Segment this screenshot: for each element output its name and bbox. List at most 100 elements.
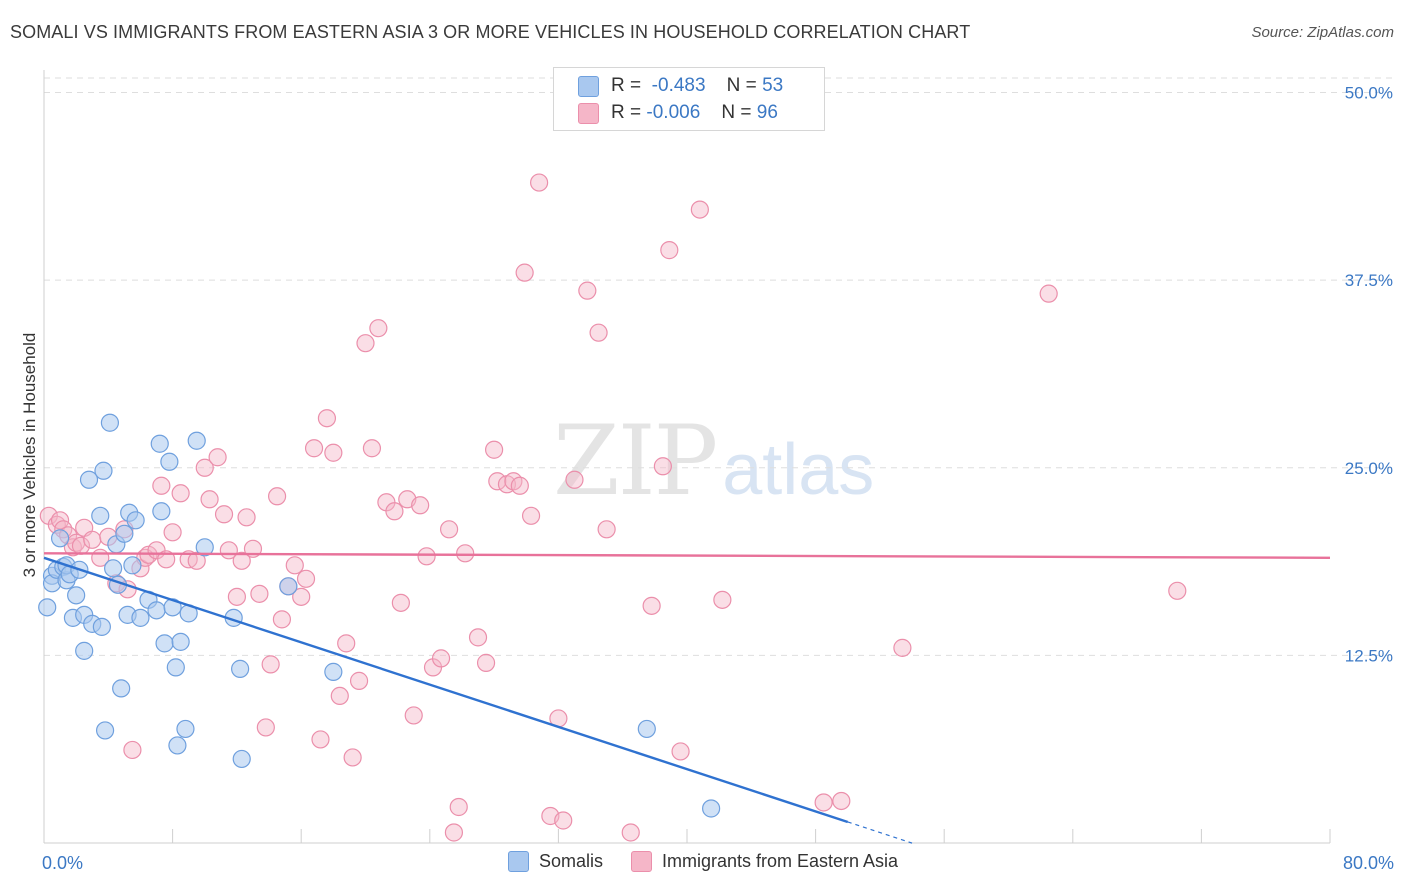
somali-point xyxy=(131,608,150,627)
asia-point xyxy=(444,823,464,842)
somali-point xyxy=(75,641,94,660)
asia-point xyxy=(261,655,280,674)
legend-r-value: -0.006 xyxy=(646,102,701,123)
asia-point xyxy=(369,319,388,338)
legend-row-eastern-asia: R = -0.006 N = 96 xyxy=(578,100,778,126)
legend-swatch-eastern-asia xyxy=(578,102,599,124)
legend-r-label: R = xyxy=(611,75,642,96)
somali-point xyxy=(152,502,171,521)
asia-point xyxy=(1168,581,1187,600)
somali-point xyxy=(702,799,721,818)
asia-point xyxy=(417,547,436,566)
chart-title: SOMALI VS IMMIGRANTS FROM EASTERN ASIA 3… xyxy=(10,22,971,42)
asia-point xyxy=(83,530,102,549)
asia-point xyxy=(485,440,504,459)
somali-point xyxy=(150,434,169,453)
trend-lines xyxy=(43,552,1331,844)
asia-point xyxy=(456,544,475,563)
watermark-atlas: atlas xyxy=(722,430,875,510)
somali-point xyxy=(115,524,134,543)
asia-point xyxy=(690,200,709,219)
somali-point xyxy=(95,721,115,740)
asia-point xyxy=(515,263,534,282)
asia-point xyxy=(227,587,246,606)
somali-point xyxy=(94,461,113,480)
somali-point xyxy=(104,559,123,578)
somali-point xyxy=(155,634,174,653)
asia-point xyxy=(362,439,382,458)
watermark-zip: ZIP xyxy=(553,405,718,517)
asia-point xyxy=(449,797,468,817)
asia-point xyxy=(304,439,324,458)
asia-point xyxy=(814,793,833,812)
asia-trend-line xyxy=(43,552,1331,560)
asia-point xyxy=(521,506,541,525)
asia-point xyxy=(256,718,275,737)
asia-point xyxy=(660,241,679,260)
asia-point xyxy=(642,596,661,615)
legend-swatch-eastern-asia xyxy=(630,851,652,872)
asia-points xyxy=(39,173,1187,842)
somali-point xyxy=(187,431,206,450)
somali-trend-line xyxy=(43,556,849,824)
asia-point xyxy=(337,634,356,653)
legend-n-value: 96 xyxy=(756,102,778,123)
legend-n-label: N = xyxy=(721,102,752,123)
asia-point xyxy=(292,587,311,606)
somali-point xyxy=(147,601,166,620)
somali-trend-extension xyxy=(847,821,913,844)
asia-point xyxy=(330,686,349,706)
somali-point xyxy=(171,632,190,651)
asia-point xyxy=(468,628,488,647)
asia-point xyxy=(404,706,423,725)
legend-swatch-somalis xyxy=(507,851,529,872)
asia-point xyxy=(1039,284,1058,303)
asia-point xyxy=(285,556,304,575)
somali-point xyxy=(79,470,99,489)
somali-point xyxy=(279,577,298,596)
y-tick-labels: 12.5% 25.0% 37.5% 50.0% xyxy=(1345,84,1393,666)
asia-point xyxy=(208,448,227,467)
asia-point xyxy=(195,458,214,477)
somali-point xyxy=(38,598,57,617)
asia-point xyxy=(267,487,287,506)
somali-point xyxy=(112,679,131,698)
asia-point xyxy=(431,649,451,668)
asia-point xyxy=(391,593,410,612)
asia-point xyxy=(356,334,375,353)
asia-point xyxy=(621,823,640,842)
asia-point xyxy=(311,730,330,749)
somali-point xyxy=(637,719,656,739)
somali-point xyxy=(100,413,120,432)
legend-n-label: N = xyxy=(726,75,757,96)
legend-item-somalis: Somalis xyxy=(507,851,603,872)
legend-r-value: -0.483 xyxy=(651,75,706,96)
somali-point xyxy=(176,719,195,739)
asia-point xyxy=(565,470,584,489)
asia-point xyxy=(411,496,430,515)
asia-point xyxy=(385,502,404,521)
asia-point xyxy=(272,610,292,629)
asia-point xyxy=(296,569,316,588)
watermark: ZIPatlas xyxy=(553,405,874,517)
somali-point xyxy=(231,659,250,678)
asia-point xyxy=(578,281,597,300)
source-label: Source: ZipAtlas.com xyxy=(1251,24,1394,41)
legend-label-somalis: Somalis xyxy=(538,851,603,871)
x-tick-label-max: 80.0% xyxy=(1342,853,1394,873)
asia-point xyxy=(171,484,190,503)
somali-point xyxy=(195,538,214,557)
legend-n-value: 53 xyxy=(762,75,784,96)
asia-point xyxy=(343,748,362,767)
asia-point xyxy=(510,476,529,495)
asia-point xyxy=(237,508,256,527)
asia-point xyxy=(250,584,269,603)
asia-point xyxy=(123,740,142,760)
somali-point xyxy=(92,617,111,636)
asia-point xyxy=(157,550,176,569)
asia-point xyxy=(187,551,206,570)
somali-point xyxy=(232,749,251,769)
asia-point xyxy=(200,490,219,509)
asia-point xyxy=(653,457,672,476)
